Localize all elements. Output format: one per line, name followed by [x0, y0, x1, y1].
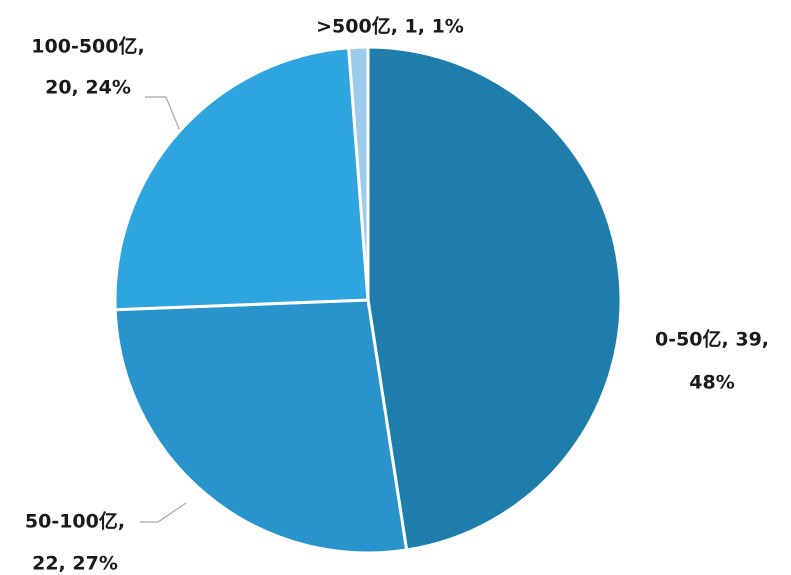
data-label: >500亿, 1, 1% [316, 15, 464, 38]
data-label: 0-50亿, 39, [655, 328, 769, 351]
data-label: 100-500亿, [31, 35, 144, 58]
data-label: 48% [689, 372, 734, 394]
leader-line [145, 96, 181, 132]
data-label: 22, 27% [32, 553, 118, 575]
pie-slice [347, 45, 370, 301]
pie-slice [366, 45, 623, 552]
pie-slice [113, 46, 370, 312]
leader-line [140, 502, 187, 523]
data-label: 20, 24% [45, 77, 131, 99]
pie-slice [113, 298, 409, 555]
data-label: 50-100亿, [25, 510, 125, 533]
